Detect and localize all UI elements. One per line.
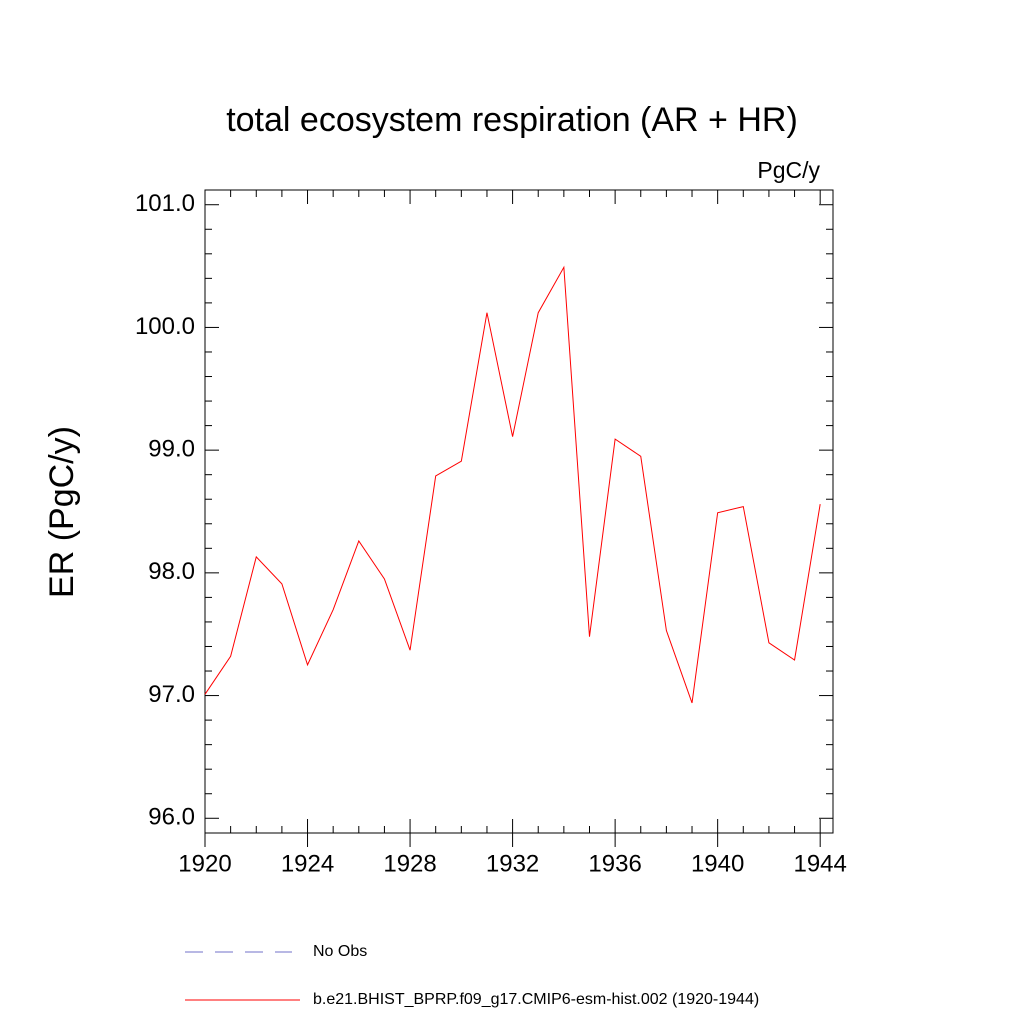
units-label: PgC/y bbox=[757, 157, 820, 183]
plot-frame bbox=[204, 189, 834, 834]
y-tick-label: 100.0 bbox=[135, 313, 195, 340]
x-tick-label: 1940 bbox=[691, 850, 744, 877]
y-tick-label: 101.0 bbox=[135, 190, 195, 217]
chart-title: total ecosystem respiration (AR + HR) bbox=[226, 101, 798, 139]
y-tick-label: 96.0 bbox=[148, 804, 195, 831]
x-tick-label: 1932 bbox=[486, 850, 539, 877]
legend-label: No Obs bbox=[313, 943, 367, 960]
x-tick-label: 1936 bbox=[588, 850, 641, 877]
data-line bbox=[204, 265, 821, 704]
y-axis-label: ER (PgC/y) bbox=[43, 426, 81, 598]
y-tick-label: 97.0 bbox=[148, 681, 195, 708]
legend-label: b.e21.BHIST_BPRP.f09_g17.CMIP6-esm-hist.… bbox=[313, 991, 759, 1008]
x-tick-label: 1924 bbox=[281, 850, 334, 877]
y-tick-label: 99.0 bbox=[148, 435, 195, 462]
y-tick-label: 98.0 bbox=[148, 558, 195, 585]
x-tick-label: 1944 bbox=[793, 850, 846, 877]
x-tick-label: 1928 bbox=[383, 850, 436, 877]
x-tick-label: 1920 bbox=[178, 850, 231, 877]
